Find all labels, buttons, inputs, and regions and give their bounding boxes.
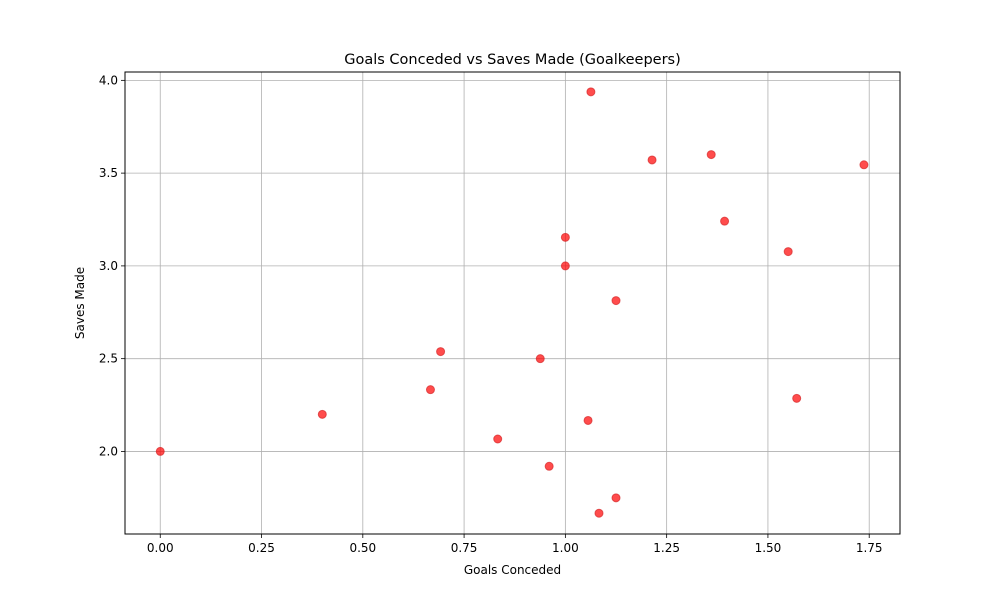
data-point <box>544 461 554 471</box>
grid-lines <box>125 72 900 534</box>
y-tick-label: 4.0 <box>99 73 118 87</box>
data-point <box>317 409 327 419</box>
y-axis-ticks: 2.0 2.5 3.0 3.5 4.0 <box>99 73 125 458</box>
data-point <box>720 216 730 226</box>
data-point <box>611 493 621 503</box>
y-tick-label: 3.5 <box>99 166 118 180</box>
data-points <box>155 87 869 518</box>
x-tick-label: 0.00 <box>147 541 174 555</box>
y-tick-label: 2.5 <box>99 352 118 366</box>
x-tick-label: 1.00 <box>552 541 579 555</box>
x-tick-label: 0.50 <box>349 541 376 555</box>
data-point <box>493 434 503 444</box>
data-point <box>436 347 446 357</box>
data-point <box>560 232 570 242</box>
data-point <box>560 261 570 271</box>
x-tick-label: 0.25 <box>248 541 275 555</box>
data-point <box>859 160 869 170</box>
chart-title: Goals Conceded vs Saves Made (Goalkeeper… <box>344 52 681 68</box>
data-point <box>425 385 435 395</box>
x-tick-label: 1.50 <box>755 541 782 555</box>
y-axis-label: Saves Made <box>73 267 87 339</box>
x-axis-label: Goals Conceded <box>464 563 561 577</box>
data-point <box>792 393 802 403</box>
data-point <box>586 87 596 97</box>
x-tick-label: 1.25 <box>653 541 680 555</box>
y-tick-label: 2.0 <box>99 444 118 458</box>
data-point <box>583 415 593 425</box>
data-point <box>647 155 657 165</box>
y-tick-label: 3.0 <box>99 259 118 273</box>
x-axis-ticks: 0.00 0.25 0.50 0.75 1.00 1.25 1.50 1.75 <box>147 534 883 555</box>
plot-frame <box>124 71 901 535</box>
data-point <box>535 354 545 364</box>
x-tick-label: 0.75 <box>451 541 478 555</box>
data-point <box>706 150 716 160</box>
data-point <box>611 296 621 306</box>
data-point <box>594 508 604 518</box>
x-tick-label: 1.75 <box>856 541 883 555</box>
data-point <box>155 446 165 456</box>
data-point <box>783 247 793 257</box>
